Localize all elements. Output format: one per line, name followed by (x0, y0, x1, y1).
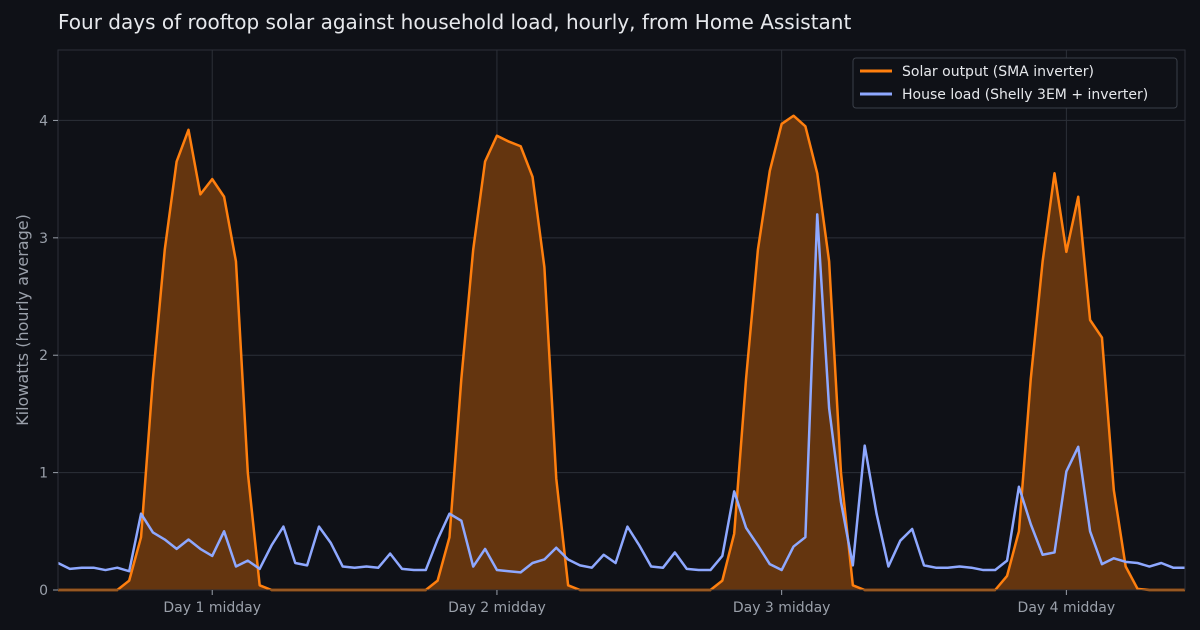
x-tick-label: Day 2 midday (448, 600, 546, 616)
y-axis-label: Kilowatts (hourly average) (13, 214, 32, 426)
legend: Solar output (SMA inverter) House load (… (852, 57, 1178, 109)
legend-box (852, 57, 1178, 109)
y-tick-label: 3 (39, 231, 48, 247)
legend-label-solar: Solar output (SMA inverter) (902, 64, 1094, 80)
legend-label-load: House load (Shelly 3EM + inverter) (902, 87, 1148, 103)
tick-layer: 0 1 2 3 4 Day 1 midday Day 2 midday Day 3 midda… (39, 113, 1115, 616)
chart-title: Four days of rooftop solar against house… (58, 10, 852, 34)
solar-area-fill (58, 115, 1185, 591)
y-tick-label: 1 (39, 466, 48, 482)
x-tick-label: Day 3 midday (733, 600, 831, 616)
y-tick-label: 4 (39, 113, 48, 129)
y-tick-label: 2 (39, 348, 48, 364)
plot-frame (57, 49, 1186, 591)
x-tick-label: Day 1 midday (163, 600, 261, 616)
x-tick-label: Day 4 midday (1018, 600, 1116, 616)
house-load-line (57, 213, 1185, 574)
y-tick-label: 0 (39, 583, 48, 599)
series-layer (57, 114, 1185, 592)
